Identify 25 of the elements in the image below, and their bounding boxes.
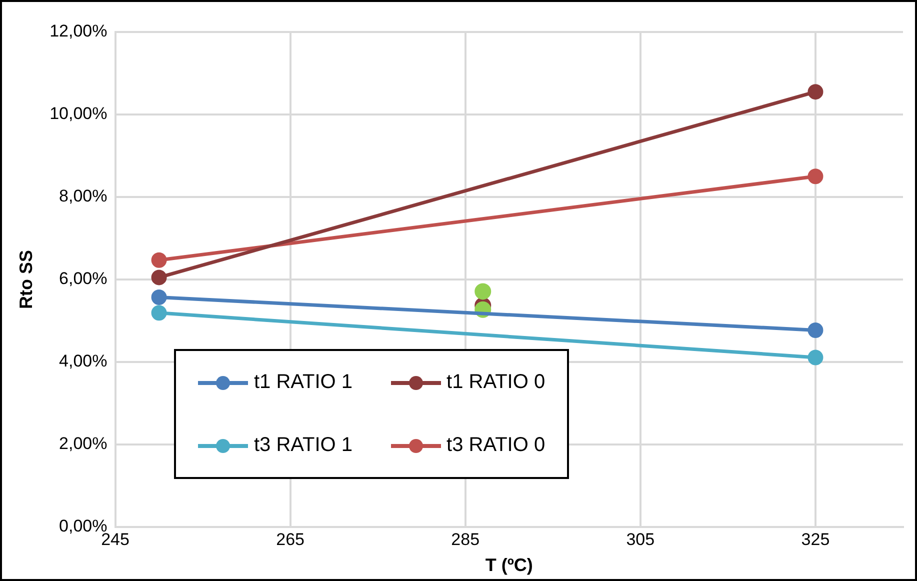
point	[808, 168, 824, 184]
x-axis-title: T (ºC)	[485, 555, 533, 576]
y-axis-title: Rto SS	[16, 250, 36, 310]
point	[808, 350, 824, 366]
legend-label: t3 RATIO 0	[446, 434, 546, 457]
legend-label: t3 RATIO 1	[254, 434, 353, 457]
legend-label: t1 RATIO 1	[254, 371, 353, 394]
point	[808, 322, 824, 338]
y-tick-label: 10,00%	[50, 104, 108, 124]
point	[151, 305, 167, 321]
y-tick-label: 12,00%	[50, 22, 108, 41]
x-tick-label: 325	[801, 530, 830, 549]
y-tick-label: 2,00%	[59, 434, 108, 454]
y-tick-label: 8,00%	[59, 186, 108, 206]
x-tick-label: 265	[276, 530, 304, 549]
x-tick-label: 305	[626, 530, 655, 549]
legend-label: t1 RATIO 0	[446, 371, 546, 394]
y-tick-label: 6,00%	[59, 269, 108, 288]
point	[151, 252, 167, 268]
x-tick-label: 285	[451, 530, 480, 549]
point	[151, 270, 167, 286]
point	[808, 84, 824, 100]
point	[474, 283, 492, 300]
y-tick-label: 4,00%	[59, 352, 108, 371]
point	[151, 289, 167, 305]
